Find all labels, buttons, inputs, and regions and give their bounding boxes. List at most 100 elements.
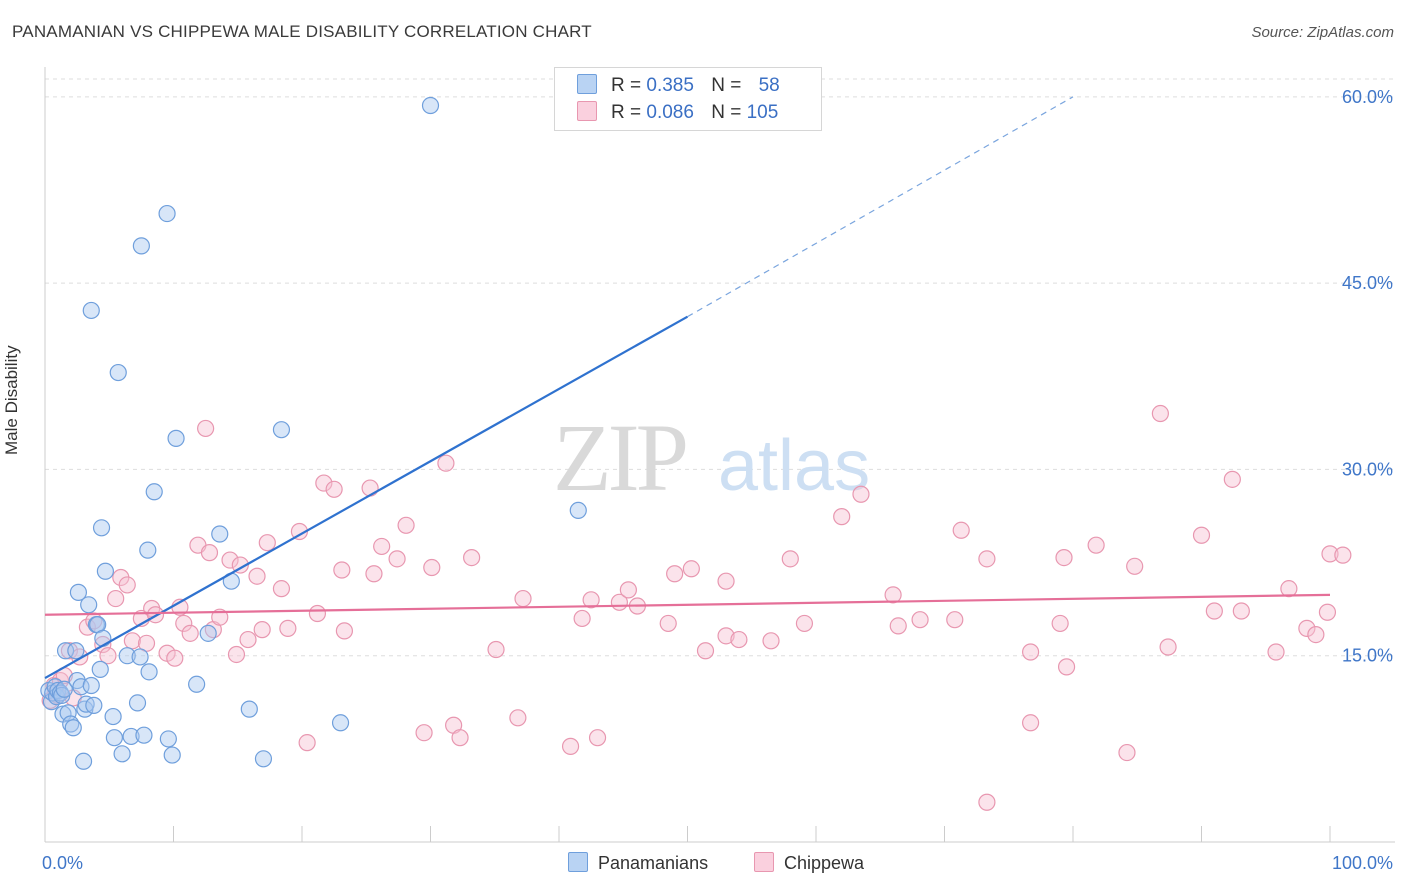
chippewa-point xyxy=(1232,602,1250,620)
chippewa-point xyxy=(123,632,141,650)
chippewa-point xyxy=(60,642,79,660)
chippewa-point xyxy=(463,548,481,567)
panamanian-point xyxy=(167,429,185,447)
watermark: ZIP atlas xyxy=(553,404,870,511)
chippewa-point xyxy=(248,567,266,585)
chippewa-point xyxy=(211,608,229,626)
panamanian-point xyxy=(74,752,93,770)
panamanian-point xyxy=(91,660,109,678)
chippewa-point xyxy=(423,558,441,577)
panamanian-point xyxy=(240,700,258,718)
chippewa-point xyxy=(561,737,580,755)
chippewa-point xyxy=(889,617,907,635)
panamanian-point xyxy=(104,707,122,726)
watermark-zip: ZIP xyxy=(553,404,686,511)
panamanian-point xyxy=(331,714,350,732)
chippewa-point xyxy=(335,622,354,640)
n-value: 58 xyxy=(758,75,780,96)
chippewa-point xyxy=(415,724,433,742)
x-tick-label: 0.0% xyxy=(42,853,83,873)
chippewa-point xyxy=(795,614,814,633)
chippewa-trend-line xyxy=(44,593,1331,616)
panamanian-point xyxy=(132,237,150,255)
chippewa-point xyxy=(1057,658,1076,676)
chippewa-point xyxy=(1307,625,1325,644)
panamanian-point xyxy=(105,729,123,747)
n-label: N = xyxy=(711,75,742,96)
panamanian-point xyxy=(158,204,176,223)
chippewa-point xyxy=(911,611,929,629)
chippewa-point xyxy=(373,537,391,556)
pink-swatch xyxy=(754,852,774,872)
panamanian-point xyxy=(96,562,114,580)
panamanian-point xyxy=(85,696,103,714)
chippewa-point xyxy=(833,508,851,526)
chippewa-point xyxy=(365,565,383,583)
r-value: 0.385 xyxy=(646,75,694,96)
panamanian-point xyxy=(64,719,82,737)
legend-item-chippewa: Chippewa xyxy=(754,852,864,874)
chippewa-point xyxy=(978,550,996,568)
chart-title: PANAMANIAN VS CHIPPEWA MALE DISABILITY C… xyxy=(12,22,592,41)
panamanian-point xyxy=(211,525,229,543)
chippewa-point xyxy=(1159,638,1177,656)
panamanian-point xyxy=(254,750,273,768)
chippewa-point xyxy=(1334,546,1352,564)
chippewa-point xyxy=(99,647,117,665)
chippewa-point xyxy=(166,649,184,667)
chippewa-point xyxy=(487,640,505,659)
chippewa-point xyxy=(1192,526,1211,544)
chippewa-point xyxy=(1223,470,1241,488)
panamanian-point xyxy=(92,519,111,537)
panamanian-point xyxy=(272,421,291,439)
chippewa-point xyxy=(227,645,246,664)
x-tick-label: 100.0% xyxy=(1332,853,1393,873)
chippewa-point xyxy=(258,534,276,552)
chippewa-point xyxy=(696,642,715,660)
chippewa-point xyxy=(118,576,136,594)
r-label: R = xyxy=(611,102,642,123)
chippewa-point xyxy=(239,630,257,649)
panamanian-point xyxy=(199,624,217,642)
chippewa-point xyxy=(200,544,219,562)
blue-swatch xyxy=(577,74,597,94)
chippewa-point xyxy=(197,419,215,438)
y-tick-label: 60.0% xyxy=(1342,87,1393,107)
chippewa-point xyxy=(1318,603,1337,621)
chippewa-point xyxy=(1021,714,1040,732)
panamanian-point xyxy=(159,730,177,748)
chippewa-point xyxy=(451,729,469,747)
legend-label: Panamanians xyxy=(598,853,709,873)
source-label: Source: ZipAtlas.com xyxy=(1251,24,1394,41)
chippewa-point xyxy=(573,609,591,628)
legend-label: Chippewa xyxy=(784,853,865,873)
chippewa-point xyxy=(388,550,406,568)
legend-item-panamanians: Panamanians xyxy=(568,852,708,874)
chippewa-point xyxy=(325,480,343,498)
panamanian-point xyxy=(135,726,153,744)
tick-labels: 15.0% 30.0% 45.0% 60.0% 0.0% 100.0% xyxy=(42,87,1393,873)
panamanian-point xyxy=(128,694,147,712)
chippewa-point xyxy=(1087,536,1105,554)
chippewa-point xyxy=(221,551,239,569)
panamanian-point xyxy=(122,727,140,746)
y-axis-label: Male Disability xyxy=(2,345,21,455)
chippewa-point xyxy=(397,516,415,534)
chippewa-point xyxy=(659,614,677,633)
y-tick-label: 45.0% xyxy=(1342,273,1393,293)
chippewa-point xyxy=(1280,580,1298,598)
stats-legend: R = 0.385 N = 58 R = 0.086 N = 105 xyxy=(554,67,822,131)
chippewa-point xyxy=(107,589,125,608)
chippewa-point xyxy=(437,454,455,472)
panamanian-point xyxy=(113,745,131,763)
r-label: R = xyxy=(611,75,642,96)
panamanian-point xyxy=(55,680,73,698)
panamanian-point xyxy=(80,596,98,614)
panamanian-point xyxy=(67,642,85,660)
trend-lines xyxy=(44,96,1331,680)
n-label: N = xyxy=(711,102,742,123)
chippewa-point xyxy=(952,521,970,539)
chippewa-point xyxy=(582,591,600,609)
chippewa-point xyxy=(666,565,684,583)
